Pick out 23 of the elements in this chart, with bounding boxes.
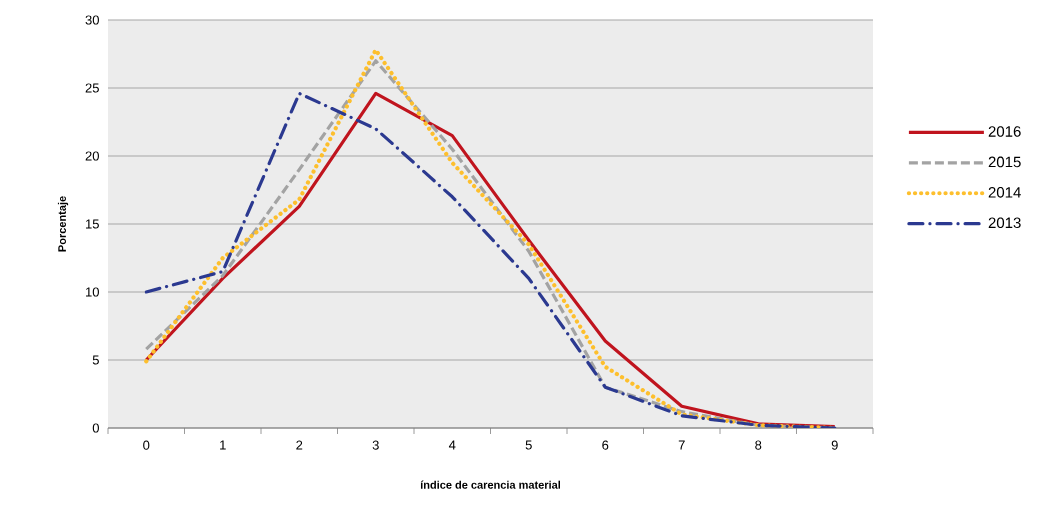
legend-label: 2014 xyxy=(988,187,1021,198)
y-axis-title: Porcentaje xyxy=(57,196,69,252)
x-tick-label: 0 xyxy=(143,440,150,450)
legend-label: 2016 xyxy=(988,126,1021,137)
y-tick-label: 5 xyxy=(92,355,99,365)
y-tick-label: 30 xyxy=(85,15,99,25)
y-tick-label: 0 xyxy=(92,423,99,433)
x-tick-label: 2 xyxy=(296,440,303,450)
y-tick-label: 15 xyxy=(86,219,99,229)
x-tick-label: 5 xyxy=(525,440,532,450)
x-axis-title: índice de carencia material xyxy=(420,480,561,489)
y-tick-label: 25 xyxy=(85,83,99,93)
x-tick-label: 3 xyxy=(372,440,379,450)
y-tick-label: 20 xyxy=(85,151,99,161)
x-tick-label: 7 xyxy=(678,440,685,450)
legend-label: 2013 xyxy=(988,217,1021,229)
legend-label: 2015 xyxy=(988,156,1021,168)
x-tick-label: 9 xyxy=(831,440,838,450)
y-tick-label: 10 xyxy=(86,287,99,297)
x-tick-label: 6 xyxy=(602,440,609,450)
x-tick-label: 1 xyxy=(220,440,226,450)
x-tick-label: 8 xyxy=(755,440,762,450)
x-tick-label: 4 xyxy=(448,440,456,450)
